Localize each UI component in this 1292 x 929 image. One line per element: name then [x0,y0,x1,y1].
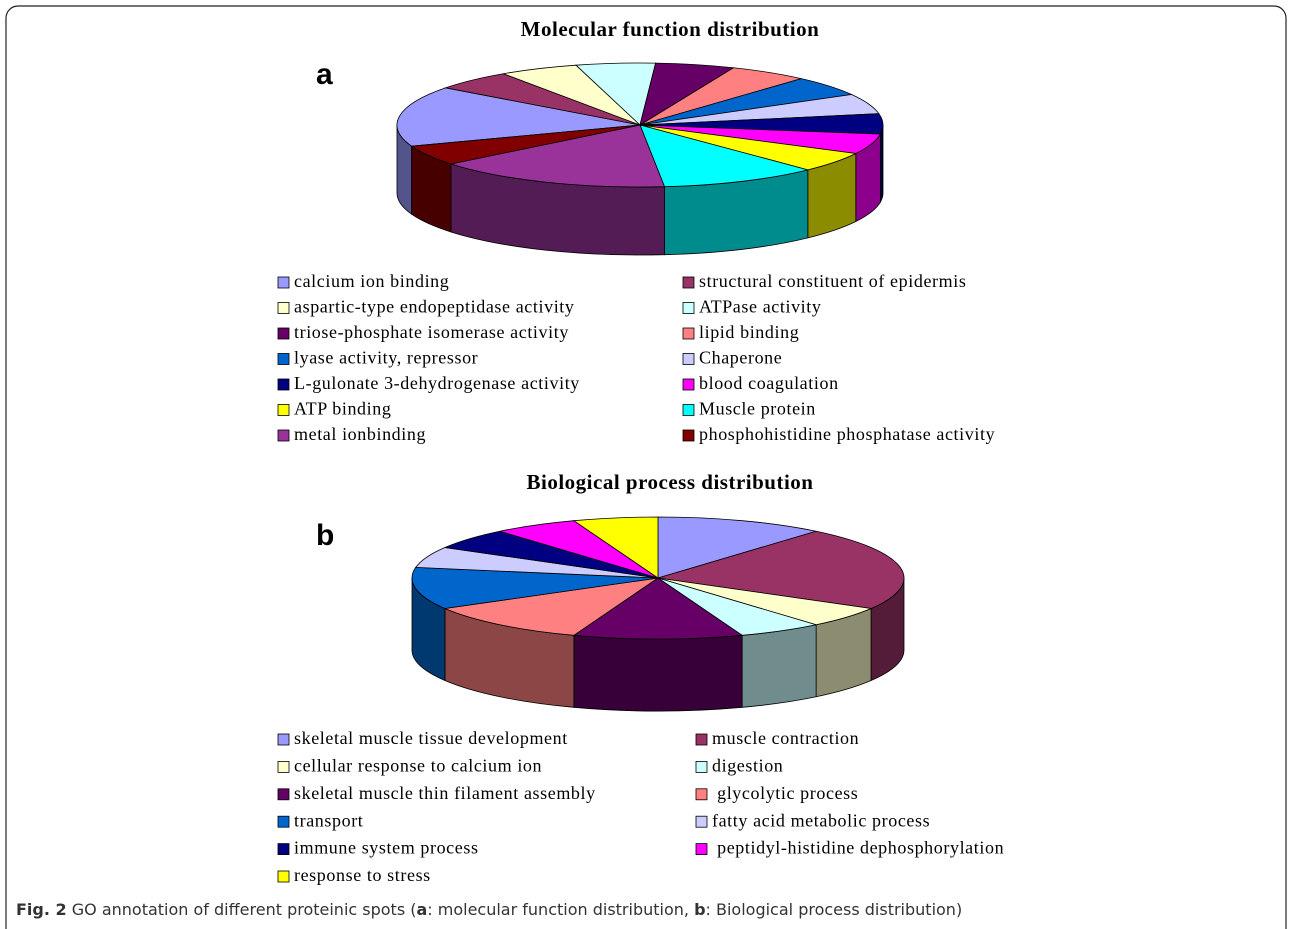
legend-label: digestion [712,756,783,776]
legend-label: triose-phosphate isomerase activity [294,322,569,342]
slice-side [741,624,817,708]
slice [639,124,808,188]
legend-swatch [695,761,708,773]
legend-swatch [277,429,290,442]
legend-swatch [277,761,290,773]
legend-swatch [682,429,695,442]
legend-label: immune system process [294,838,479,858]
legend-label: aspartic-type endopeptidase activity [294,297,575,317]
legend-swatch [695,733,708,746]
chart-title: Molecular function distribution [521,17,820,41]
legend-label: Muscle protein [699,399,816,419]
slice [657,530,905,609]
legend-label: lipid binding [699,322,799,342]
legend-swatch [277,404,290,416]
legend-swatch [695,843,708,855]
legend-swatch [682,378,695,391]
legend-label: cellular response to calcium ion [294,756,542,776]
caption: Fig. 2 GO annotation of different protei… [16,900,962,919]
legend-swatch [682,327,695,340]
legend-label: ATP binding [294,399,391,419]
legend-label: metal ionbinding [294,424,426,444]
legend-label: transport [294,810,363,830]
legend-label: muscle contraction [712,728,859,748]
legend-label: phosphohistidine phosphatase activity [699,424,995,444]
legend-label: glycolytic process [712,783,858,803]
legend-swatch [277,276,290,289]
slice [411,566,659,609]
slice [572,516,659,579]
legend-label: skeletal muscle tissue development [294,728,568,748]
legend-label: peptidyl-histidine dephosphorylation [712,838,1004,858]
caption-text: : Biological process distribution) [705,900,963,919]
legend-label: calcium ion binding [294,271,449,291]
legend-swatch [277,353,290,365]
legend-label: lyase activity, repressor [294,348,478,368]
legend-swatch [695,815,708,828]
caption-text: b [694,900,706,919]
caption-text: GO annotation of different proteinic spo… [71,900,417,919]
chart-title: Biological process distribution [527,470,814,494]
legend-label: skeletal muscle thin filament assembly [294,783,596,803]
legend-label: blood coagulation [699,373,839,393]
slice [657,516,817,579]
panel-label: a [316,58,333,91]
legend-swatch [277,815,290,828]
legend-label: ATPase activity [699,297,821,317]
legend-swatch [277,327,290,340]
legend-swatch [277,733,290,746]
slice [443,577,659,636]
legend-label: fatty acid metabolic process [712,810,930,830]
frame [5,5,1287,929]
slice [572,577,744,640]
caption-label: Fig. 2 [16,900,67,919]
legend-swatch [695,788,708,801]
legend-swatch [682,353,695,365]
legend-label: structural constituent of epidermis [699,271,966,291]
slice [410,124,641,165]
legend-swatch [682,302,695,314]
legend-label: L-gulonate 3-dehydrogenase activity [294,373,580,393]
caption-text: : molecular function distribution, [427,900,695,919]
legend-swatch [277,843,290,855]
legend-swatch [277,378,290,391]
slice [396,87,641,147]
slice-side [573,634,743,712]
slice [449,124,666,188]
legend-swatch [277,302,290,314]
legend-label: Chaperone [699,348,782,368]
legend-swatch [682,404,695,416]
panel-label: b [316,519,334,552]
legend-label: response to stress [294,865,431,885]
legend-swatch [682,276,695,289]
caption-text: a [416,900,428,919]
legend-swatch [277,788,290,801]
legend-swatch [277,870,290,883]
